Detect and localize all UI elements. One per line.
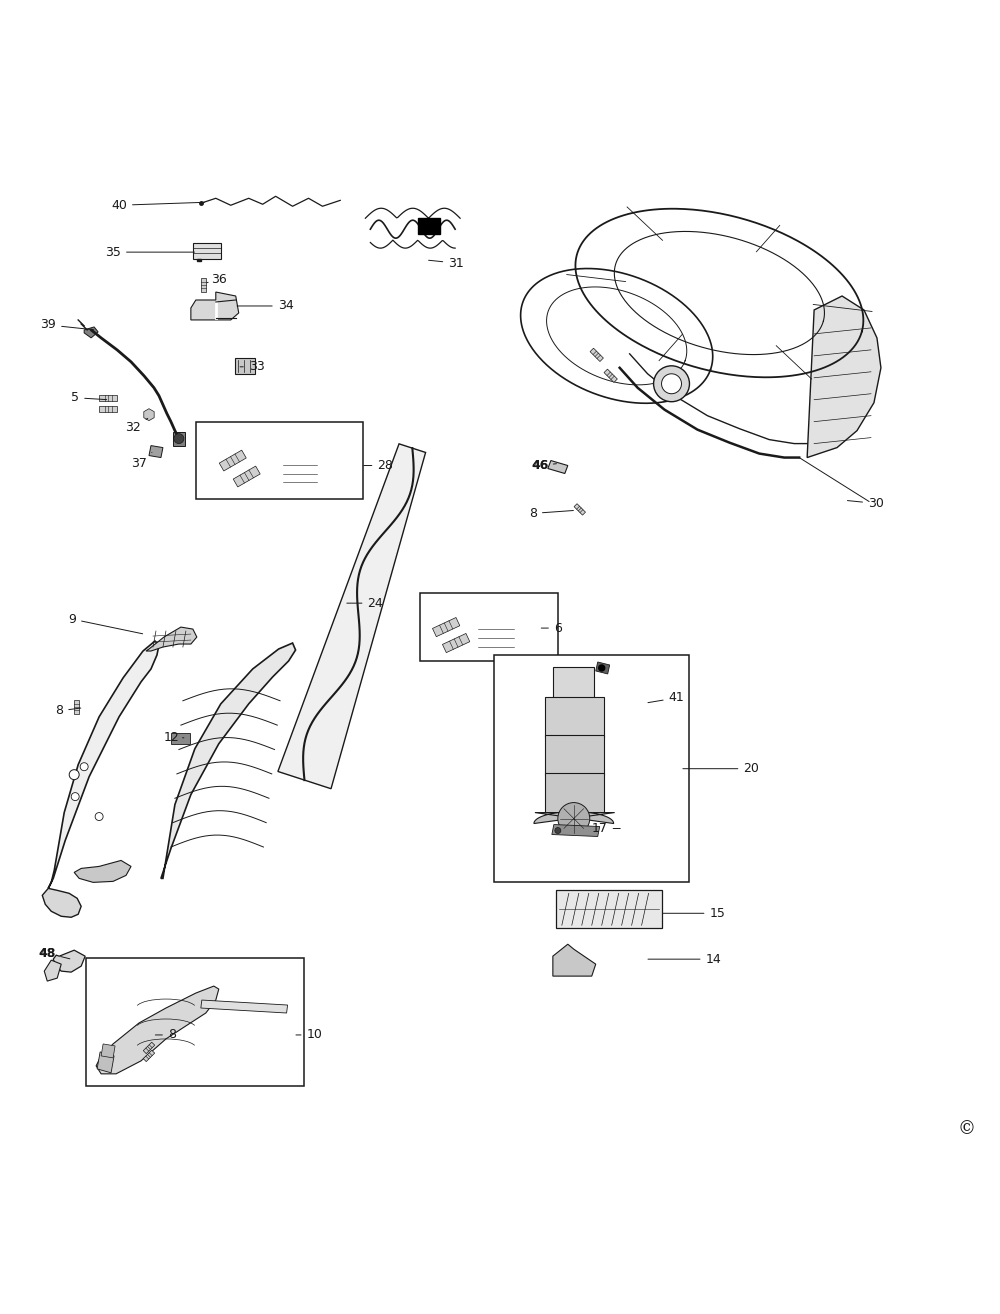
Text: 48: 48 (39, 946, 56, 959)
Polygon shape (197, 259, 201, 261)
Text: 9: 9 (68, 612, 143, 633)
Text: 41: 41 (648, 691, 684, 704)
Polygon shape (235, 357, 255, 373)
Text: 35: 35 (105, 246, 194, 259)
Polygon shape (201, 1000, 288, 1013)
Polygon shape (545, 696, 604, 737)
Text: 28: 28 (364, 459, 393, 472)
Text: 30: 30 (847, 497, 884, 510)
Polygon shape (596, 662, 610, 674)
Text: 39: 39 (40, 318, 94, 331)
Polygon shape (604, 369, 617, 382)
Polygon shape (74, 861, 131, 883)
Polygon shape (545, 735, 604, 775)
Polygon shape (807, 296, 881, 457)
Polygon shape (552, 824, 600, 837)
Polygon shape (143, 1042, 155, 1054)
Text: 15: 15 (663, 907, 725, 920)
Polygon shape (173, 431, 185, 445)
Polygon shape (276, 452, 322, 490)
Polygon shape (193, 243, 221, 259)
Polygon shape (99, 394, 117, 401)
Text: 31: 31 (429, 256, 464, 269)
Circle shape (95, 812, 103, 820)
Circle shape (80, 762, 88, 771)
Text: 34: 34 (237, 300, 293, 313)
Bar (86, 958, 304, 1085)
Polygon shape (44, 961, 61, 982)
Polygon shape (534, 812, 615, 824)
Text: 24: 24 (347, 597, 383, 610)
Polygon shape (144, 409, 154, 420)
Polygon shape (545, 773, 604, 812)
Polygon shape (233, 466, 260, 487)
Polygon shape (42, 888, 81, 917)
Bar (418, 218, 440, 234)
Polygon shape (149, 445, 163, 457)
Circle shape (71, 792, 79, 800)
Circle shape (654, 365, 689, 402)
Polygon shape (442, 633, 470, 653)
Text: 12: 12 (164, 732, 184, 744)
Text: 37: 37 (131, 452, 152, 470)
Polygon shape (96, 986, 219, 1074)
Text: 8: 8 (155, 1029, 176, 1042)
Text: 48: 48 (39, 946, 70, 959)
Polygon shape (553, 945, 596, 976)
Bar (420, 593, 558, 661)
Text: 20: 20 (683, 762, 759, 775)
Polygon shape (97, 1053, 114, 1072)
Text: 36: 36 (207, 272, 227, 285)
Polygon shape (53, 950, 85, 972)
Circle shape (174, 434, 184, 444)
Bar (494, 654, 689, 883)
Circle shape (662, 373, 681, 394)
Circle shape (558, 803, 590, 834)
Text: 33: 33 (240, 360, 265, 373)
Polygon shape (297, 448, 317, 464)
Text: 14: 14 (648, 953, 721, 966)
Polygon shape (498, 610, 518, 625)
Text: 6: 6 (541, 622, 562, 635)
Text: 32: 32 (125, 418, 148, 434)
Polygon shape (191, 292, 239, 319)
Polygon shape (84, 327, 98, 338)
Polygon shape (471, 615, 520, 654)
Text: 17: 17 (592, 823, 620, 834)
Polygon shape (48, 641, 159, 888)
Polygon shape (553, 668, 594, 699)
Circle shape (69, 770, 79, 779)
Circle shape (555, 828, 561, 833)
Text: ©: © (958, 1120, 976, 1138)
Polygon shape (432, 618, 460, 637)
Polygon shape (143, 1050, 155, 1062)
Text: 40: 40 (111, 198, 204, 212)
Text: 10: 10 (296, 1029, 322, 1042)
Polygon shape (564, 961, 572, 971)
Polygon shape (146, 627, 197, 650)
Bar (171, 733, 190, 744)
Text: 5: 5 (71, 392, 107, 405)
Bar (556, 891, 662, 928)
Circle shape (599, 665, 605, 671)
Polygon shape (99, 406, 117, 411)
Text: 46: 46 (531, 459, 549, 472)
Polygon shape (574, 503, 585, 515)
Bar (196, 422, 363, 499)
Text: 8: 8 (529, 507, 573, 520)
Polygon shape (201, 279, 206, 292)
Text: 46: 46 (532, 459, 556, 472)
Polygon shape (278, 444, 426, 788)
Polygon shape (161, 643, 296, 878)
Polygon shape (590, 348, 603, 361)
Polygon shape (219, 451, 246, 470)
Polygon shape (74, 700, 79, 714)
Polygon shape (101, 1043, 115, 1058)
Polygon shape (548, 460, 568, 473)
Text: 8: 8 (55, 704, 81, 717)
